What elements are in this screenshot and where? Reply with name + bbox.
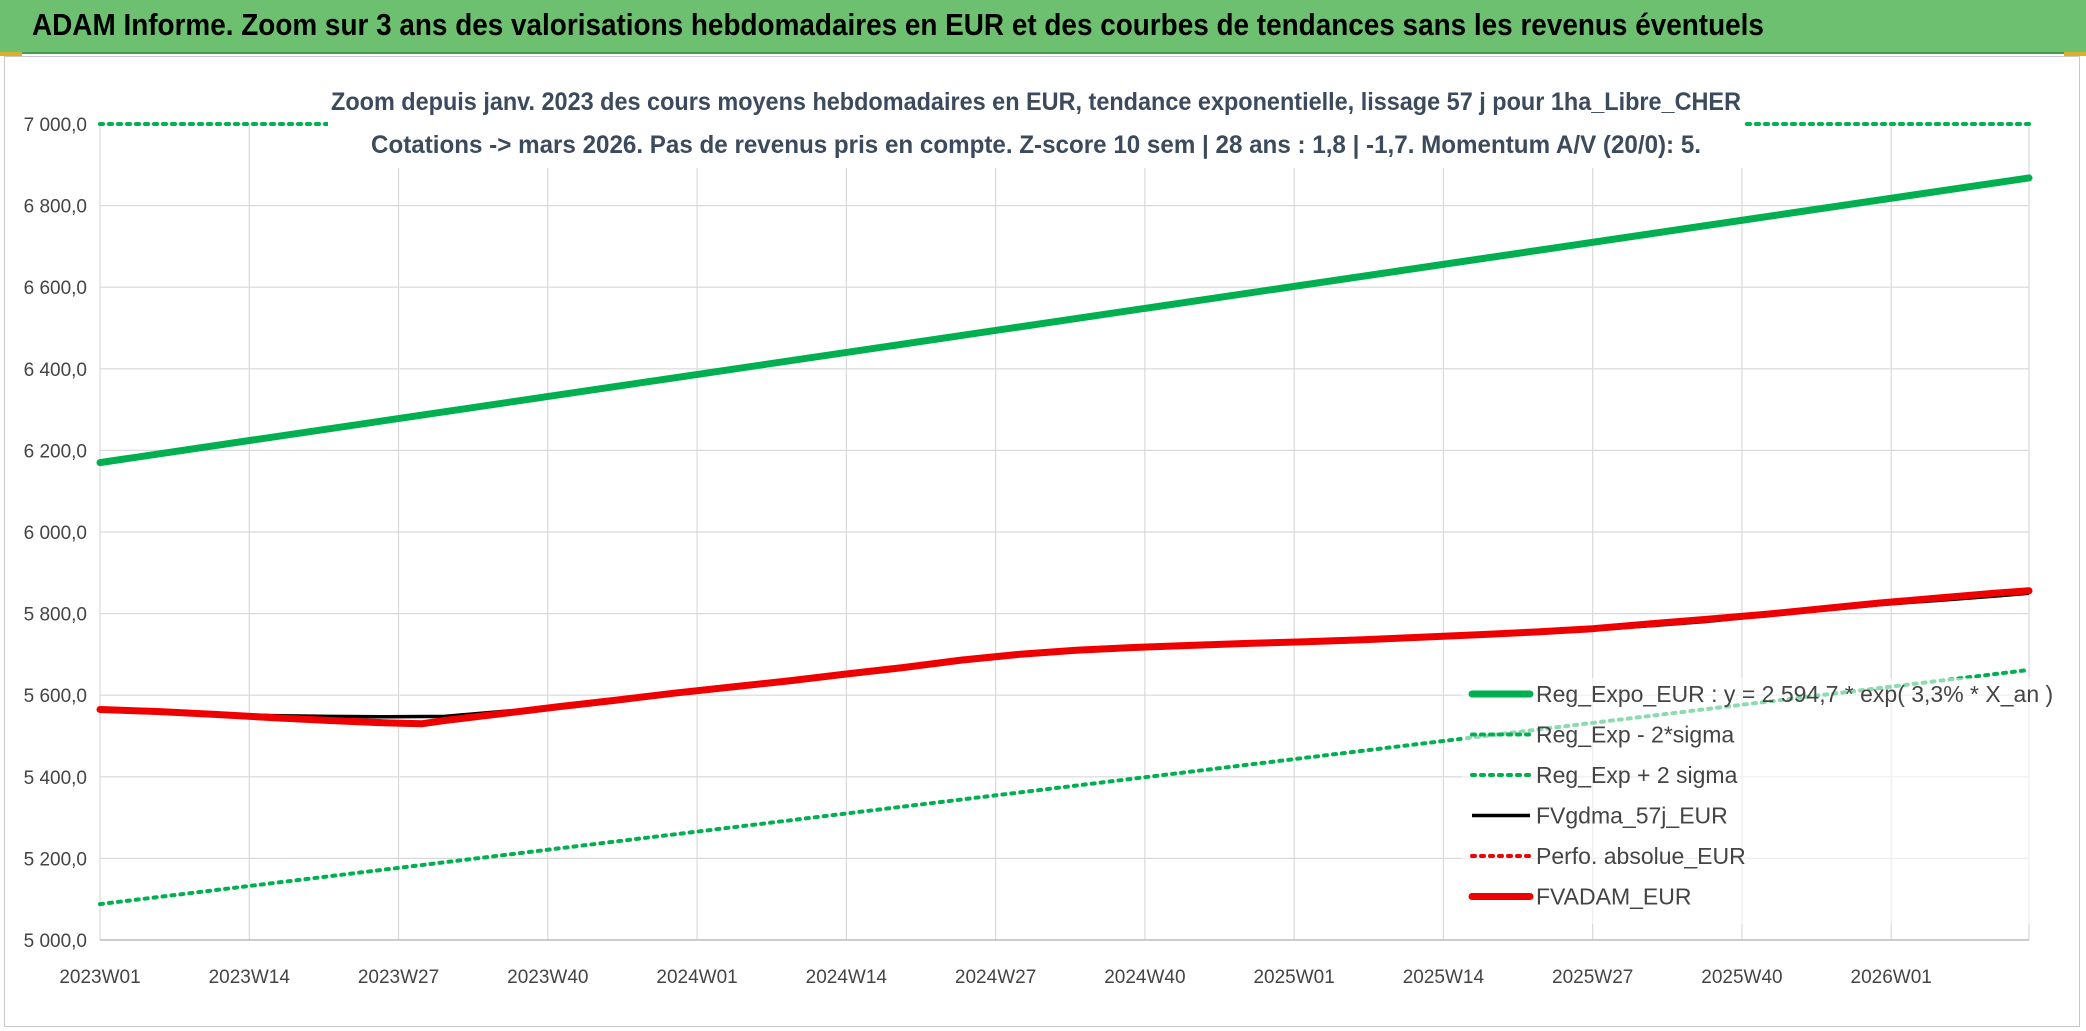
chart-legend: Reg_Expo_EUR : y = 2 594,7 * exp( 3,3% *… (1462, 678, 2053, 924)
x-tick-label: 2023W40 (507, 967, 588, 988)
series-line-0 (96, 174, 2033, 467)
x-tick-label: 2025W27 (1552, 967, 1633, 988)
x-tick-label: 2023W01 (59, 967, 140, 988)
x-tick-label: 2026W01 (1851, 967, 1932, 988)
legend-entry: FVgdma_57j_EUR (1536, 803, 1728, 829)
report-banner: ADAM Informe. Zoom sur 3 ans des valoris… (0, 0, 2086, 54)
y-tick-label: 5 600,0 (24, 686, 87, 707)
y-tick-label: 6 000,0 (24, 523, 87, 544)
legend-entry: Reg_Exp + 2 sigma (1536, 762, 1738, 788)
x-tick-label: 2023W14 (209, 967, 291, 988)
y-tick-label: 6 800,0 (24, 197, 87, 218)
chart-title-line-1: Zoom depuis janv. 2023 des cours moyens … (331, 88, 1741, 116)
y-tick-label: 6 600,0 (24, 278, 87, 299)
x-tick-label: 2025W40 (1701, 967, 1782, 988)
chart-frame (4, 56, 2080, 1027)
legend-entry: Reg_Exp - 2*sigma (1536, 722, 1734, 748)
legend-background (1462, 678, 2042, 924)
y-tick-label: 5 800,0 (24, 605, 87, 626)
y-tick-label: 5 000,0 (24, 931, 87, 952)
legend-entry: Perfo. absolue_EUR (1536, 843, 1746, 869)
y-tick-label: 5 400,0 (24, 768, 87, 789)
x-tick-label: 2024W01 (656, 967, 737, 988)
legend-entry: Reg_Expo_EUR : y = 2 594,7 * exp( 3,3% *… (1536, 681, 2053, 707)
x-tick-label: 2024W40 (1104, 967, 1185, 988)
banner-left-accent (0, 52, 22, 56)
y-tick-label: 7 000,0 (24, 115, 87, 136)
x-tick-label: 2025W14 (1403, 967, 1485, 988)
y-tick-label: 6 200,0 (24, 441, 87, 462)
report-title: ADAM Informe. Zoom sur 3 ans des valoris… (32, 7, 1764, 42)
chart-title-line-2: Cotations -> mars 2026. Pas de revenus p… (371, 131, 1701, 159)
x-tick-label: 2025W01 (1253, 967, 1334, 988)
banner-right-accent (2064, 52, 2086, 56)
x-tick-label: 2024W27 (955, 967, 1036, 988)
x-tick-label: 2024W14 (806, 967, 888, 988)
legend-entry: FVADAM_EUR (1536, 884, 1692, 910)
chart-title-background (328, 76, 1744, 168)
y-tick-label: 6 400,0 (24, 360, 87, 381)
x-tick-label: 2023W27 (358, 967, 439, 988)
axis-layer: 5 000,0 5 200,0 5 400,0 5 600,0 5 800,0 6 000… (24, 115, 2029, 988)
y-tick-label: 5 200,0 (24, 849, 87, 870)
series-line-5 (96, 587, 2033, 728)
